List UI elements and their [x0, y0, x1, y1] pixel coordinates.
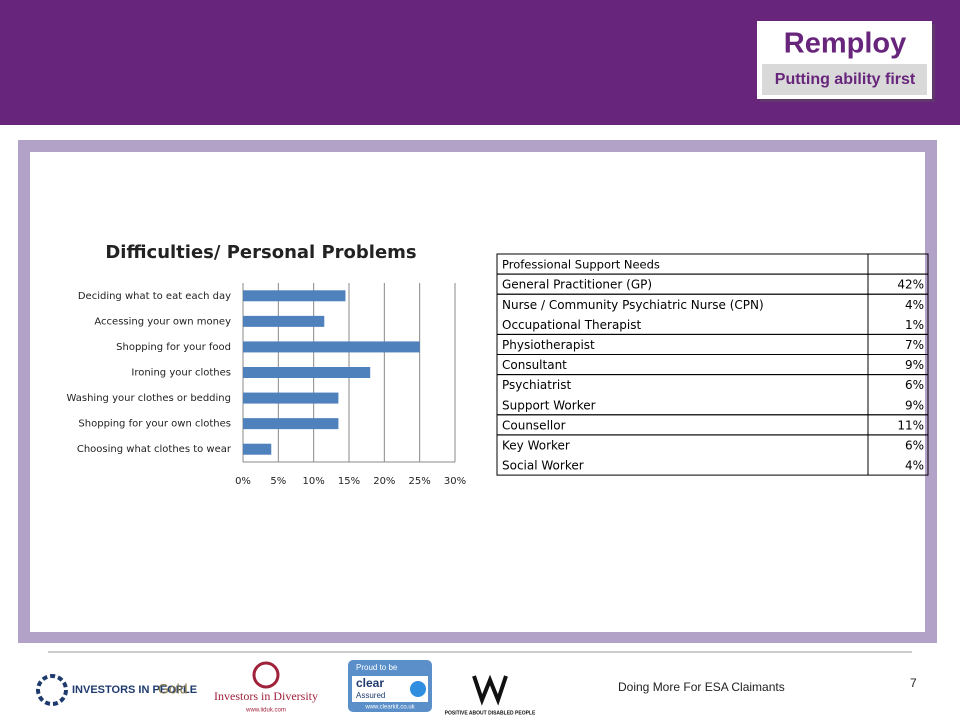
- y-tick-label: Deciding what to eat each day: [78, 291, 231, 302]
- x-tick-label: 25%: [409, 476, 431, 487]
- clear-url: www.clearkit.co.uk: [364, 705, 415, 711]
- logo-clear: Proud to be clear Assured www.clearkit.c…: [348, 660, 432, 712]
- bar: [243, 443, 272, 455]
- iid-url: www.iiduk.com: [245, 708, 286, 714]
- iip-text: INVESTORS IN PEOPLE: [72, 684, 197, 696]
- clear-name: clear: [356, 676, 384, 690]
- table-value: 9%: [905, 398, 924, 412]
- table-title: Professional Support Needs: [502, 258, 660, 272]
- logo-disability: POSITIVE ABOUT DISABLED PEOPLE: [445, 674, 536, 716]
- logo-tagline: Putting ability first: [775, 71, 916, 88]
- y-tick-label: Shopping for your food: [116, 342, 231, 353]
- y-tick-label: Shopping for your own clothes: [78, 419, 231, 430]
- table-label: Consultant: [502, 358, 567, 372]
- table-label: Key Worker: [502, 438, 570, 452]
- table: Professional Support Needs General Practi…: [496, 253, 929, 476]
- y-tick-label: Accessing your own money: [94, 316, 231, 327]
- table-value: 9%: [905, 358, 924, 372]
- logo-iip: INVESTORS IN PEOPLE Gold: [36, 674, 197, 706]
- chart: 0% 5% 10% 15% 20% 25% 30% Deciding what to eat …: [67, 283, 466, 487]
- table-value: 6%: [905, 438, 924, 452]
- bar: [243, 315, 325, 327]
- iip-emblem: [36, 674, 68, 706]
- x-tick-label: 20%: [373, 476, 395, 487]
- disability-mark: [472, 674, 508, 706]
- footer-caption: Doing More For ESA Claimants: [618, 680, 785, 694]
- iid-emblem: [252, 661, 280, 689]
- bar: [243, 341, 420, 353]
- logo-iid: Investors in Diversity www.iiduk.com: [214, 661, 318, 714]
- y-tick-label: Washing your clothes or bedding: [67, 393, 232, 404]
- bar: [243, 367, 371, 378]
- table-value: 11%: [897, 418, 924, 432]
- iip-level: Gold: [158, 681, 188, 697]
- chart-title: Difficulties/ Personal Problems: [105, 242, 416, 263]
- clear-check: [410, 681, 426, 697]
- table-label: Counsellor: [502, 418, 566, 432]
- table-value: 6%: [905, 378, 924, 392]
- table-label: Psychiatrist: [502, 378, 571, 392]
- content-panel: [30, 152, 925, 632]
- table-label: Support Worker: [502, 398, 596, 412]
- x-tick-label: 5%: [270, 476, 286, 487]
- table-label: General Practitioner (GP): [502, 278, 652, 292]
- table-value: 1%: [905, 318, 924, 332]
- disability-text: POSITIVE ABOUT DISABLED PEOPLE: [445, 710, 536, 716]
- logo-name: Remploy: [784, 28, 906, 60]
- x-tick-label: 0%: [235, 476, 251, 487]
- bar: [243, 290, 346, 302]
- table-value: 7%: [905, 338, 924, 352]
- table-label: Nurse / Community Psychiatric Nurse (CPN…: [502, 298, 764, 312]
- clear-sub: Assured: [356, 691, 385, 700]
- y-tick-label: Choosing what clothes to wear: [77, 444, 232, 455]
- table-value: 4%: [905, 459, 924, 473]
- x-tick-label: 15%: [338, 476, 360, 487]
- table-label: Physiotherapist: [502, 338, 595, 352]
- page-number: 7: [910, 676, 917, 690]
- table-label: Occupational Therapist: [502, 318, 642, 332]
- logo-band: [762, 64, 927, 95]
- table-value: 4%: [905, 298, 924, 312]
- x-tick-label: 30%: [444, 476, 466, 487]
- bar: [243, 392, 339, 404]
- x-tick-label: 10%: [303, 476, 325, 487]
- clear-top: Proud to be: [356, 663, 398, 672]
- y-tick-label: Ironing your clothes: [131, 368, 231, 379]
- table-group: [496, 434, 929, 476]
- table-value: 42%: [897, 278, 924, 292]
- bar: [243, 418, 339, 430]
- table-label: Social Worker: [502, 459, 584, 473]
- iid-text: Investors in Diversity: [214, 689, 318, 703]
